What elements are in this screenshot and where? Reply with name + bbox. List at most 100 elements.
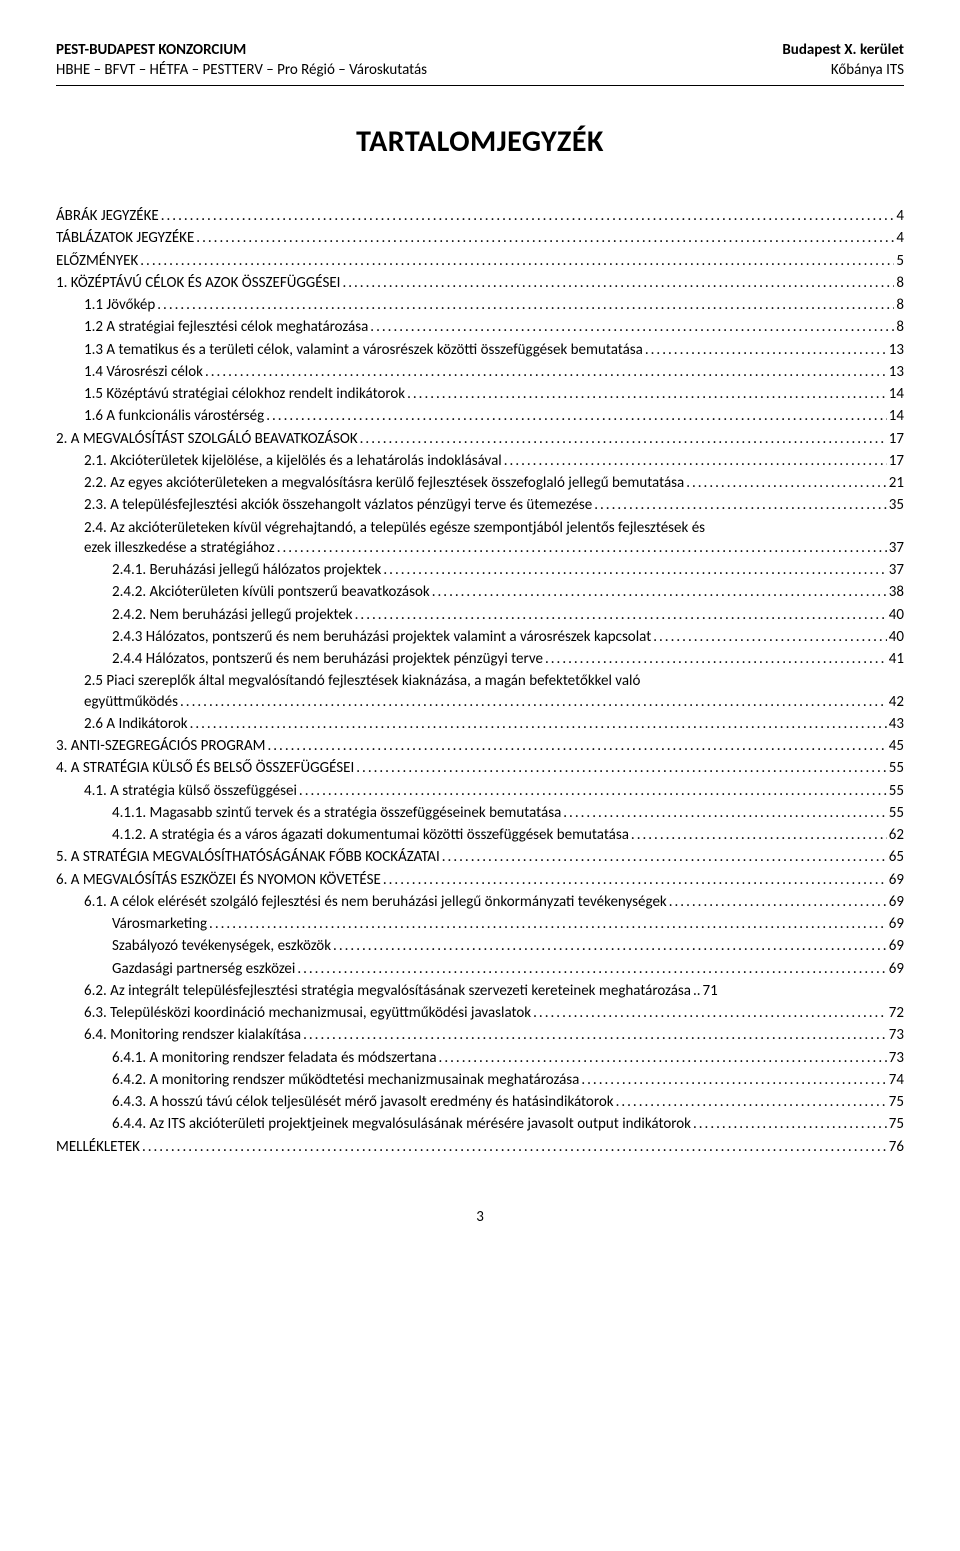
toc-page: 69 [889,959,904,979]
toc-entry: 4.1.1. Magasabb szintű tervek és a strat… [56,803,904,823]
toc-entry-label: ELŐZMÉNYEK [56,251,138,271]
toc-entry: 6.2. Az integrált településfejlesztési s… [56,981,904,1001]
toc-entry-line2-row: ezek illeszkedése a stratégiához 37 [84,538,904,558]
header-right-sub: Kőbánya ITS [831,60,904,80]
toc-entry-label: 2.3. A településfejlesztési akciók össze… [84,495,592,515]
toc-page: 72 [889,1003,904,1023]
toc-leader [140,251,894,271]
toc-entry-label: 4. A STRATÉGIA KÜLSŐ ÉS BELSŐ ÖSSZEFÜGGÉ… [56,758,354,778]
toc-page: 8 [896,273,904,293]
toc-entry-label: 1.6 A funkcionális várostérség [84,406,264,426]
toc-entry: 2.2. Az egyes akcióterületeken a megvaló… [56,473,904,493]
toc-page: 45 [889,736,904,756]
toc-leader: .. [693,981,701,1001]
toc-leader [442,847,887,867]
toc-entry: 1.6 A funkcionális várostérség 14 [56,406,904,426]
toc-entry: MELLÉKLETEK 76 [56,1137,904,1157]
toc-leader [383,870,887,890]
toc-leader [157,295,894,315]
toc-page: 37 [889,538,904,558]
toc-entry: Városmarketing 69 [56,914,904,934]
toc-entry: 6.4.4. Az ITS akcióterületi projektjeine… [56,1114,904,1134]
toc-leader [616,1092,887,1112]
toc-entry-label: 1.4 Városrészi célok [84,362,203,382]
toc-title: TARTALOMJEGYZÉK [56,122,904,163]
toc-page: 73 [889,1025,904,1045]
toc-entry-label: 6.4. Monitoring rendszer kialakítása [84,1025,301,1045]
toc-entry: 6.4.3. A hosszú távú célok teljesülését … [56,1092,904,1112]
toc-page: 42 [889,692,904,712]
toc-entry-label: 4.1.2. A stratégia és a város ágazati do… [112,825,629,845]
toc-leader [383,560,886,580]
toc-page: 17 [889,451,904,471]
toc-leader [209,914,887,934]
toc-page: 13 [889,362,904,382]
toc-page: 65 [889,847,904,867]
toc-page: 76 [889,1137,904,1157]
toc-entry-label: TÁBLÁZATOK JEGYZÉKE [56,228,194,248]
toc-entry-label: Szabályozó tevékenységek, eszközök [112,936,331,956]
toc-page: 75 [889,1114,904,1134]
toc-entry: TÁBLÁZATOK JEGYZÉKE 4 [56,228,904,248]
toc-entry: 2.4.2. Nem beruházási jellegű projektek … [56,605,904,625]
toc-leader [686,473,887,493]
toc-page: 8 [896,317,904,337]
toc-page: 4 [896,228,904,248]
toc-entry-label: 6.3. Településközi koordináció mechanizm… [84,1003,531,1023]
toc-entry-line1: 2.4. Az akcióterületeken kívül végrehajt… [84,518,904,538]
toc-entry-label: 6.2. Az integrált településfejlesztési s… [84,981,691,1001]
toc-entry: 2.6 A Indikátorok 43 [56,714,904,734]
toc-entry: 2.5 Piaci szereplők által megvalósítandó… [56,671,904,712]
toc-leader [693,1114,887,1134]
toc-entry-label: 6.4.1. A monitoring rendszer feladata és… [112,1048,437,1068]
toc-entry-label: 4.1. A stratégia külső összefüggései [84,781,297,801]
toc-page: 37 [889,560,904,580]
toc-leader [545,649,887,669]
toc-entry: 2. A MEGVALÓSÍTÁST SZOLGÁLÓ BEAVATKOZÁSO… [56,429,904,449]
toc-entry-label: 6.4.4. Az ITS akcióterületi projektjeine… [112,1114,691,1134]
toc-entry-line2-row: együttműködés 42 [84,692,904,712]
toc-leader [355,605,887,625]
toc-leader [594,495,887,515]
toc-page: 62 [889,825,904,845]
toc-entry-label: 6.1. A célok elérését szolgáló fejleszté… [84,892,667,912]
toc-page: 38 [889,582,904,602]
toc-leader [161,206,895,226]
toc-entry: 2.1. Akcióterületek kijelölése, a kijelö… [56,451,904,471]
toc-page: 75 [889,1092,904,1112]
toc-entry-label: 2.4.2. Nem beruházási jellegű projektek [112,605,353,625]
toc-entry-label: 2.6 A Indikátorok [84,714,188,734]
toc-entry-label: 2.4.2. Akcióterületen kívüli pontszerű b… [112,582,430,602]
page-number: 3 [56,1207,904,1227]
toc-entry-label: 2.2. Az egyes akcióterületeken a megvaló… [84,473,684,493]
toc-entry-label: MELLÉKLETEK [56,1137,140,1157]
toc-page: 69 [889,870,904,890]
toc-entry: Szabályozó tevékenységek, eszközök 69 [56,936,904,956]
toc-leader [342,273,894,293]
toc-leader [645,340,887,360]
toc-entry-label: 2.4.4 Hálózatos, pontszerű és nem beruhá… [112,649,543,669]
toc-entry-label: 6.4.2. A monitoring rendszer működtetési… [112,1070,579,1090]
toc-entry: 2.4.4 Hálózatos, pontszerű és nem beruhá… [56,649,904,669]
toc-leader [333,936,887,956]
toc-entry: ÁBRÁK JEGYZÉKE 4 [56,206,904,226]
toc-page: 40 [889,605,904,625]
toc-page: 71 [703,981,718,1001]
toc-container: ÁBRÁK JEGYZÉKE 4TÁBLÁZATOK JEGYZÉKE 4 ELŐ… [56,206,904,1157]
toc-page: 21 [889,473,904,493]
toc-entry-label: 6.4.3. A hosszú távú célok teljesülését … [112,1092,614,1112]
toc-entry: 6.4.2. A monitoring rendszer működtetési… [56,1070,904,1090]
toc-entry: 6.4.1. A monitoring rendszer feladata és… [56,1048,904,1068]
toc-entry: 3. ANTI-SZEGREGÁCIÓS PROGRAM 45 [56,736,904,756]
toc-page: 74 [889,1070,904,1090]
toc-entry-label: ÁBRÁK JEGYZÉKE [56,206,159,226]
toc-leader [432,582,887,602]
toc-entry-line1: 2.5 Piaci szereplők által megvalósítandó… [84,671,904,691]
toc-entry-label: 5. A STRATÉGIA MEGVALÓSÍTHATÓSÁGÁNAK FŐB… [56,847,440,867]
toc-leader [297,959,886,979]
toc-entry: 1.2 A stratégiai fejlesztési célok megha… [56,317,904,337]
header-bold-row: PEST-BUDAPEST KONZORCIUM Budapest X. ker… [56,40,904,60]
toc-leader [653,627,887,647]
toc-entry: 6.4. Monitoring rendszer kialakítása 73 [56,1025,904,1045]
toc-leader [669,892,887,912]
